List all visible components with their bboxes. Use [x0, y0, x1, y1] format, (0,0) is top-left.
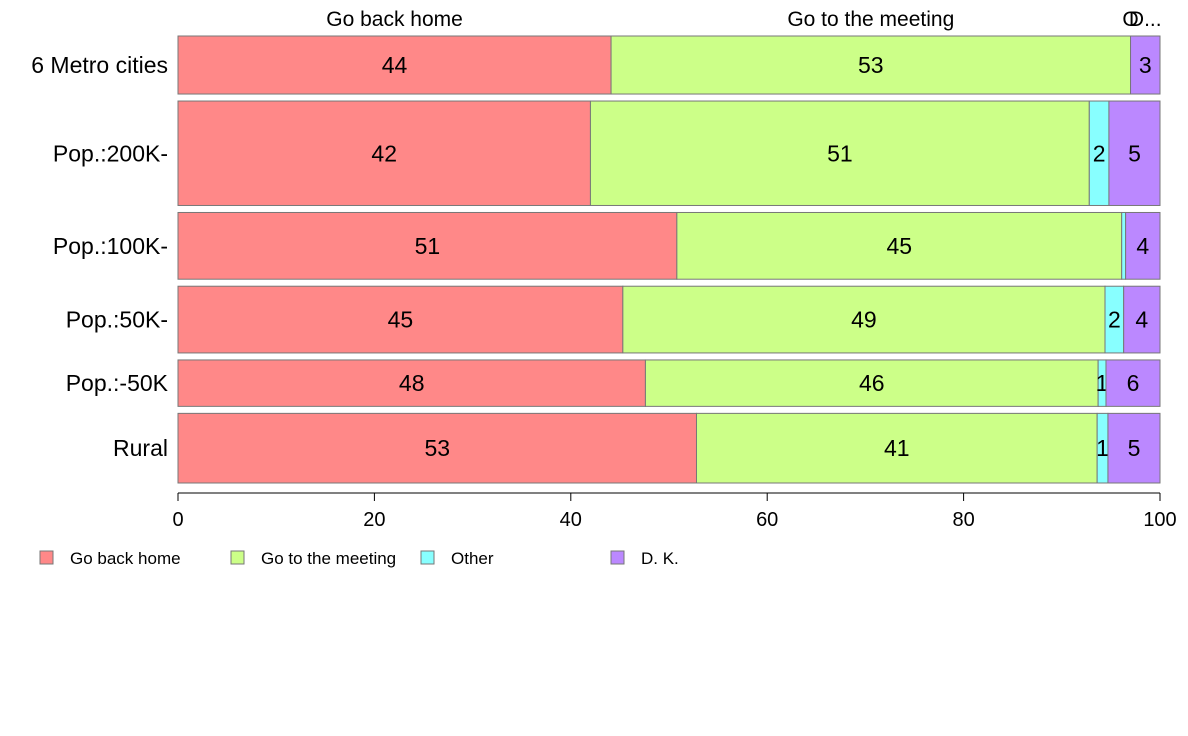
x-tick-label: 0 [172, 509, 183, 531]
data-label: 6 [1127, 370, 1140, 396]
legend-label: Other [451, 549, 494, 568]
category-label: 6 Metro cities [31, 52, 168, 78]
data-label: 53 [424, 435, 450, 461]
bar-segment [589, 100, 1090, 206]
data-label: 42 [371, 140, 397, 166]
top-series-label: D... [1129, 8, 1162, 31]
bar-segment [177, 100, 591, 206]
x-tick-label: 60 [756, 509, 778, 531]
data-label: 53 [858, 52, 884, 78]
x-tick-label: 80 [952, 509, 974, 531]
data-label: 4 [1135, 307, 1148, 333]
x-tick-label: 100 [1143, 509, 1176, 531]
bar-segment [1123, 285, 1161, 354]
x-tick-label: 40 [560, 509, 582, 531]
bar-segment [676, 211, 1123, 280]
bar-segment [177, 211, 678, 280]
bar-segment [1121, 211, 1127, 280]
data-label: 1 [1096, 435, 1109, 461]
x-tick-label: 20 [363, 509, 385, 531]
data-label: 5 [1128, 435, 1141, 461]
legend-label: D. K. [641, 549, 679, 568]
category-label: Pop.:200K- [53, 140, 168, 166]
legend-label: Go back home [70, 549, 181, 568]
legend-swatch [610, 550, 625, 565]
legend-swatch [230, 550, 245, 565]
bar-segment [695, 412, 1098, 484]
top-series-label: O [1122, 8, 1138, 31]
legend-swatch [420, 550, 435, 565]
bar-segment [622, 285, 1106, 354]
data-label: 51 [827, 140, 853, 166]
data-label: 45 [886, 233, 912, 259]
bar-segment [644, 359, 1099, 407]
bar-segment [177, 285, 624, 354]
data-label: 48 [399, 370, 425, 396]
category-label: Rural [113, 435, 168, 461]
data-label: 49 [851, 307, 877, 333]
data-label: 5 [1128, 140, 1141, 166]
data-label: 51 [415, 233, 441, 259]
bar-segment [1108, 100, 1161, 206]
legend-label: Go to the meeting [261, 549, 396, 568]
data-label: 2 [1093, 140, 1106, 166]
category-label: Pop.:100K- [53, 233, 168, 259]
bar-segment [1105, 359, 1161, 407]
data-label: 46 [859, 370, 885, 396]
data-label: 3 [1139, 52, 1152, 78]
bar-segment [1130, 35, 1161, 95]
legend-swatch [39, 550, 54, 565]
category-label: Pop.:-50K [66, 370, 169, 396]
top-series-label: Go back home [326, 8, 463, 31]
bar-segment [1125, 211, 1161, 280]
bar-segment [177, 359, 646, 407]
data-label: 2 [1108, 307, 1121, 333]
bar-segment [610, 35, 1132, 95]
bar-segment [177, 412, 697, 484]
data-label: 45 [388, 307, 414, 333]
category-label: Pop.:50K- [66, 307, 168, 333]
bar-segment [1107, 412, 1161, 484]
data-label: 1 [1096, 370, 1109, 396]
data-label: 4 [1136, 233, 1149, 259]
bar-segment [177, 35, 612, 95]
data-label: 44 [382, 52, 408, 78]
top-series-label: Go to the meeting [787, 8, 954, 31]
data-label: 41 [884, 435, 910, 461]
